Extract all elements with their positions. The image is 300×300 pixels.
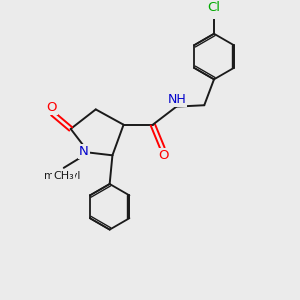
Text: O: O (159, 149, 169, 162)
Text: CH₃: CH₃ (53, 171, 74, 181)
Text: NH: NH (168, 93, 186, 106)
Text: methyl: methyl (44, 171, 80, 181)
Text: N: N (79, 145, 89, 158)
Text: O: O (46, 101, 56, 114)
Text: methyl: methyl (61, 173, 66, 174)
Text: Cl: Cl (208, 1, 220, 14)
